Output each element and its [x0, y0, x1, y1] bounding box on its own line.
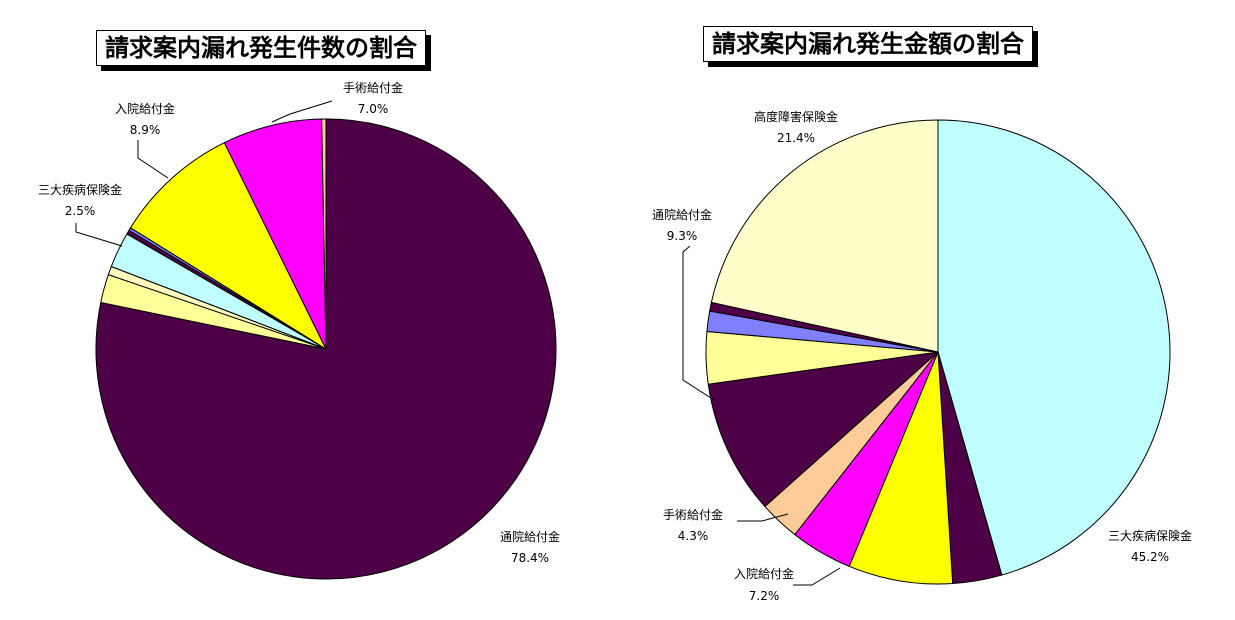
- chart-1-pct-nyuuin: 8.9%: [130, 123, 161, 137]
- chart-1-title: 請求案内漏れ発生件数の割合: [96, 30, 426, 66]
- chart-1-leader-nyuuin: [137, 140, 169, 179]
- chart-2-title: 請求案内漏れ発生金額の割合: [703, 26, 1033, 62]
- chart-2-slice-9: [710, 119, 939, 353]
- chart-1-slice-6: [130, 142, 327, 350]
- pie-labels: 通院給付金 78.4% 三大疾病保険金 2.5% 入院給付金 8.9% 手術給付…: [38, 80, 1192, 603]
- leader-lines: [75, 100, 841, 586]
- chart-1-pct-shujutsu: 7.0%: [358, 102, 389, 116]
- chart-2-slice-2: [848, 351, 954, 585]
- chart-1-pct-tsuuin: 78.4%: [511, 551, 549, 565]
- chart-1-label-sandai: 三大疾病保険金: [38, 182, 122, 197]
- chart-2-leader-tsuuin: [682, 245, 715, 401]
- chart-2-leader-nyuuin: [793, 567, 841, 586]
- chart-1-leader-shujutsu: [271, 100, 333, 123]
- chart-2-slice-5: [707, 351, 939, 507]
- chart-1-slice-8: [321, 118, 327, 350]
- chart-1-label-shujutsu: 手術給付金: [343, 80, 403, 95]
- chart-2-slice-0: [937, 119, 1171, 576]
- chart-1-label-nyuuin: 入院給付金: [115, 101, 175, 116]
- chart-2-pct-nyuuin: 7.2%: [749, 589, 780, 603]
- chart-2-pct-sandai: 45.2%: [1131, 550, 1169, 564]
- chart-2-label-sandai: 三大疾病保険金: [1108, 528, 1192, 543]
- chart-2-label-koudo: 高度障害保険金: [754, 109, 838, 124]
- pie-chart-amount: [705, 119, 1171, 585]
- chart-2-pct-tsuuin: 9.3%: [667, 229, 698, 243]
- chart-1-pct-sandai: 2.5%: [65, 204, 96, 218]
- chart-2-label-nyuuin: 入院給付金: [734, 566, 794, 581]
- chart-1-label-tsuuin: 通院給付金: [500, 529, 560, 544]
- chart-2-pct-koudo: 21.4%: [777, 131, 815, 145]
- chart-2-label-tsuuin: 通院給付金: [652, 207, 712, 222]
- chart-1-leader-sandai: [75, 223, 123, 247]
- chart-2-label-shujutsu: 手術給付金: [663, 507, 723, 522]
- pie-chart-count: [95, 118, 557, 580]
- chart-2-leader-shujutsu: [737, 513, 789, 522]
- chart-2-pct-shujutsu: 4.3%: [678, 529, 709, 543]
